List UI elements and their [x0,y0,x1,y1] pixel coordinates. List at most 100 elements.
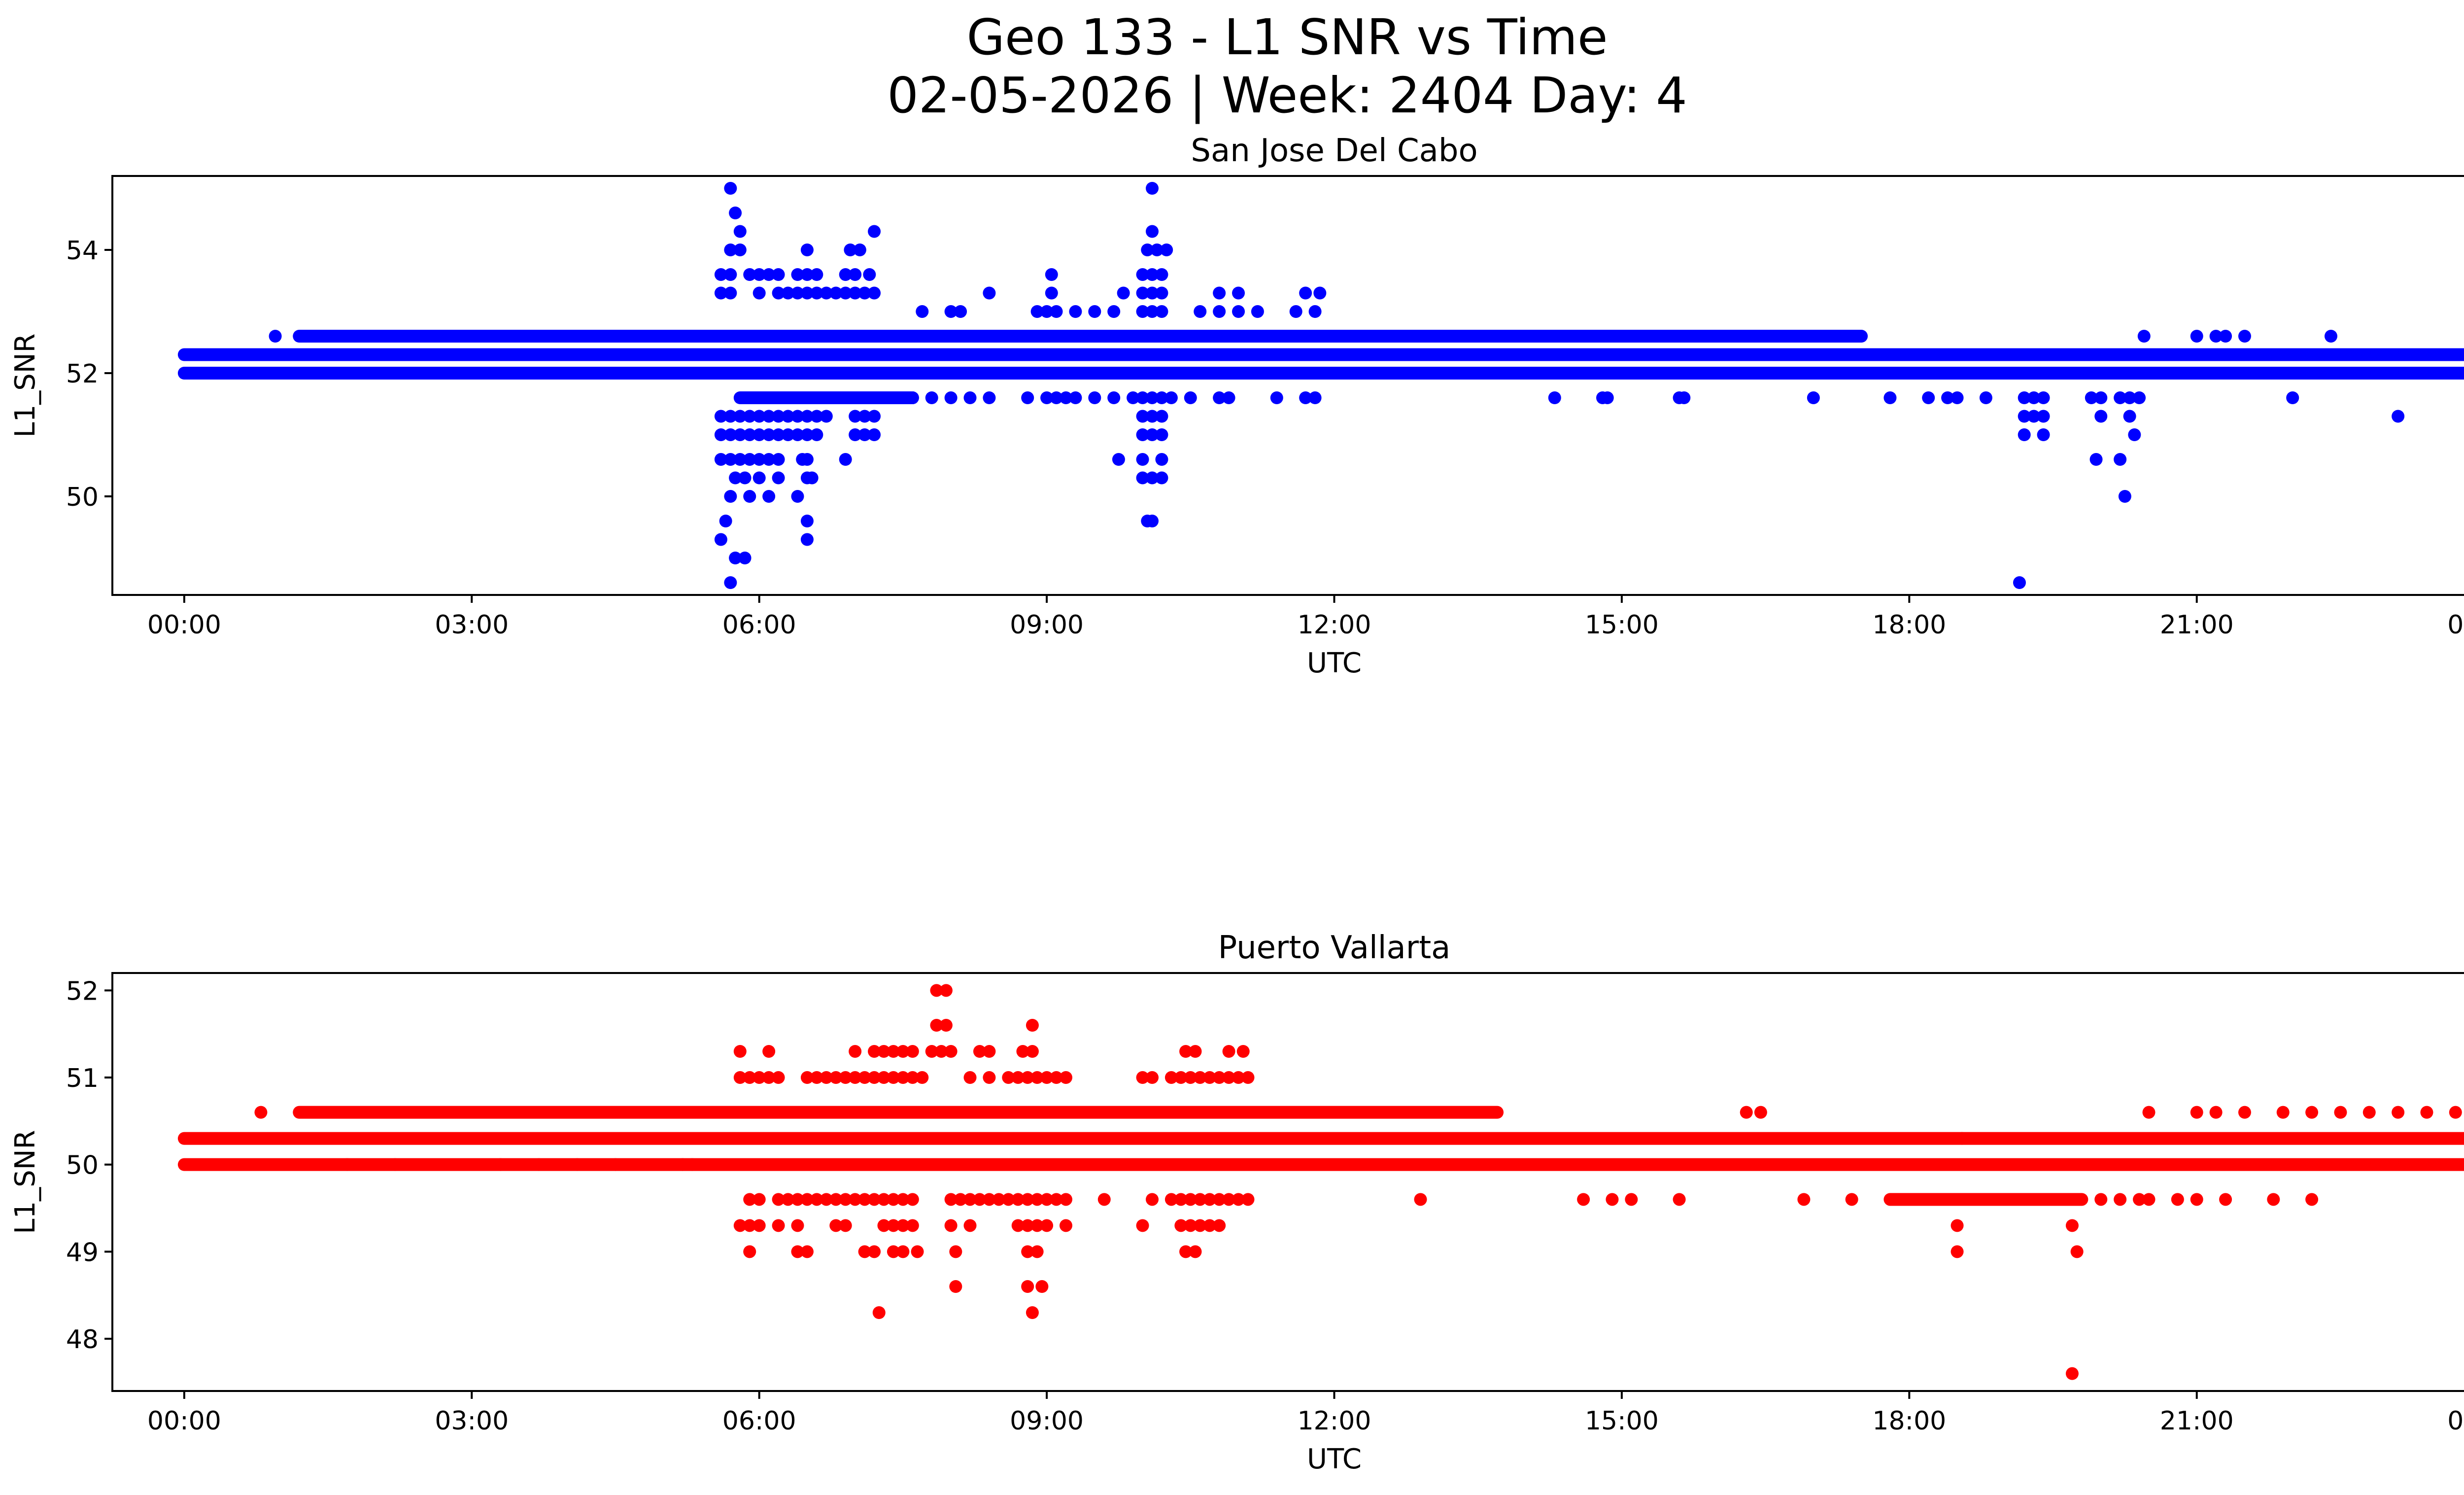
data-point [1740,1106,1753,1119]
data-point [906,391,919,404]
data-point [2114,391,2127,404]
data-point [868,428,881,441]
data-point [1673,1193,1686,1206]
data-point [1548,391,1561,404]
data-point [800,1193,814,1206]
data-point [532,1158,546,1171]
data-point [963,1219,977,1232]
data-point [504,367,517,380]
x-tick-label: 06:00 [722,1406,796,1436]
data-point [810,1193,823,1206]
data-point [849,410,862,423]
data-point [925,1045,938,1058]
data-point [858,1193,871,1206]
data-point [2094,410,2108,423]
data-point [782,428,795,441]
data-point [1189,1045,1202,1058]
data-point [820,1071,833,1084]
data-point [733,1071,747,1084]
data-point [1289,305,1302,318]
data-point [849,286,862,300]
data-point [733,1045,747,1058]
data-point [729,552,742,564]
data-point [839,1071,852,1084]
data-point [1232,305,1245,318]
data-point [1601,391,1614,404]
data-point [1136,305,1149,318]
data-point [1213,1071,1226,1084]
data-point [1136,428,1149,441]
data-point [800,533,814,546]
data-point [944,305,958,318]
data-point [1222,1071,1235,1084]
data-point [2286,391,2299,404]
data-point [714,286,727,300]
data-point [800,453,814,466]
data-point [743,268,756,281]
data-point [1414,1193,1427,1206]
data-point [820,410,833,423]
data-point [724,182,737,195]
data-point [1040,1071,1054,1084]
data-point [753,410,766,423]
data-point [1141,243,1154,256]
data-point [2171,1193,2184,1206]
data-point [733,243,747,256]
data-point [1155,453,1168,466]
data-point [609,1158,622,1171]
data-point [2219,1193,2232,1206]
data-point [762,453,776,466]
data-point [1146,1193,1159,1206]
data-point [868,1045,881,1058]
x-tick-label: 12:00 [1298,1406,1371,1436]
data-point [1059,1219,1072,1232]
data-point [1179,1045,1193,1058]
y-tick-label: 52 [66,359,99,389]
data-point [791,1245,804,1258]
data-point [1030,1193,1044,1206]
data-point [2137,330,2151,343]
y-axis-label: L1_SNR [9,1130,41,1234]
data-point [944,391,958,404]
data-point [839,286,852,300]
data-point [2037,391,2050,404]
data-point [1955,1132,1969,1145]
data-point [782,1193,795,1206]
data-point [1270,391,1283,404]
data-point [1136,391,1149,404]
data-point [800,268,814,281]
data-point [1807,391,1820,404]
data-point [930,1019,943,1032]
data-point [714,410,727,423]
data-point [896,1193,910,1206]
data-point [724,576,737,589]
data-point [2114,453,2127,466]
subplot-san-jose-del-cabo: San Jose Del Cabo 00:00 03:00 06:00 09:00 12:… [9,133,2464,679]
data-point [973,1193,986,1206]
x-tick-label: 00:00 [2447,610,2464,640]
data-point [2133,391,2146,404]
data-point [1883,391,1897,404]
data-point [772,410,785,423]
data-point [810,268,823,281]
data-point [1179,1245,1193,1258]
data-point [1146,225,1159,238]
data-point [1174,1193,1188,1206]
data-point [1136,1071,1149,1084]
data-point [714,533,727,546]
data-point [733,410,747,423]
data-point [1625,1193,1638,1206]
data-point [2142,1193,2156,1206]
data-point [1146,182,1159,195]
data-point [1146,286,1159,300]
y-tick-label: 54 [66,236,99,266]
data-point [733,453,747,466]
data-point [1677,391,1691,404]
data-point [849,268,862,281]
data-point [887,1193,900,1206]
data-point [1164,1071,1178,1084]
data-point [1155,471,1168,485]
data-point [1088,391,1101,404]
data-point [1184,391,1197,404]
data-point [839,453,852,466]
